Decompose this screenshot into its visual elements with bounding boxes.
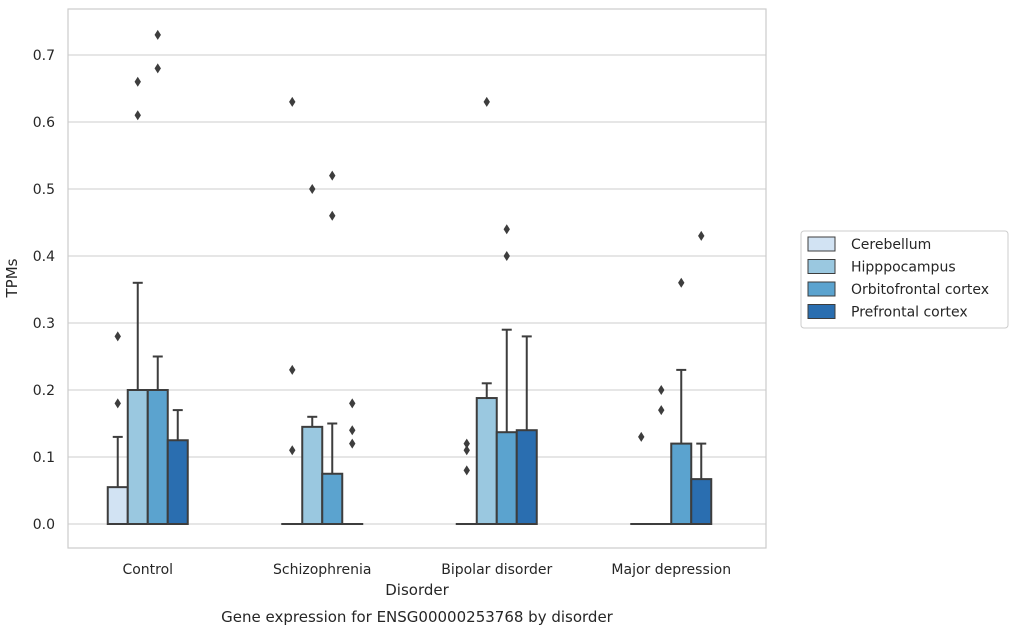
- outlier-point: [289, 364, 296, 375]
- outlier-point: [638, 431, 645, 442]
- x-tick-label: Bipolar disorder: [441, 562, 552, 578]
- outlier-point: [154, 29, 161, 40]
- outlier-point: [678, 277, 685, 288]
- x-axis-label: Disorder: [385, 581, 449, 599]
- outlier-point: [658, 385, 665, 395]
- outlier-point: [289, 96, 296, 107]
- x-tick-label: Major depression: [611, 562, 731, 578]
- x-tick-label: Schizophrenia: [273, 562, 371, 578]
- y-axis-label: TPMs: [3, 258, 21, 298]
- y-tick-labels: 0.0 0.1 0.2 0.3 0.4 0.5 0.6 0.7: [33, 48, 55, 533]
- y-tick-label: 0.2: [33, 383, 55, 399]
- outlier-point: [114, 398, 121, 409]
- box: [146, 389, 169, 525]
- chart-title: Gene expression for ENSG00000253768 by d…: [221, 608, 614, 626]
- outliers: [114, 29, 705, 476]
- y-tick-label: 0.3: [33, 316, 55, 332]
- box: [690, 478, 713, 525]
- y-tick-label: 0.4: [33, 249, 55, 265]
- box: [321, 472, 344, 525]
- box: [126, 389, 149, 525]
- legend-label: Prefrontal cortex: [851, 305, 968, 321]
- box: [495, 431, 518, 525]
- outlier-point: [349, 425, 356, 436]
- legend-frame: [800, 230, 1009, 329]
- outlier-point: [134, 110, 141, 121]
- x-tick-label: Control: [122, 562, 173, 578]
- box: [166, 439, 189, 525]
- outlier-point: [289, 445, 296, 456]
- outlier-point: [114, 331, 121, 342]
- boxes: [106, 281, 713, 526]
- legend-swatch: [807, 236, 836, 252]
- outlier-point: [463, 445, 470, 456]
- outlier-point: [329, 210, 336, 221]
- y-tick-label: 0.6: [33, 115, 55, 131]
- outlier-point: [503, 251, 510, 261]
- legend: Cerebellum Hipppocampus Orbitofrontal cort…: [800, 230, 1009, 329]
- legend-label: Orbitofrontal cortex: [851, 282, 989, 298]
- y-tick-label: 0.7: [33, 48, 55, 64]
- legend-label: Cerebellum: [851, 237, 931, 253]
- legend-swatch: [807, 259, 836, 274]
- outlier-point: [503, 224, 510, 235]
- box: [670, 442, 693, 526]
- outlier-point: [329, 170, 336, 181]
- outlier-point: [134, 76, 141, 87]
- outlier-point: [154, 63, 161, 74]
- box: [106, 486, 129, 525]
- legend-label: Hipppocampus: [851, 260, 956, 276]
- plot-frame: [67, 8, 767, 549]
- x-tick-labels: Control Schizophrenia Bipolar disorder Majo…: [122, 562, 731, 578]
- box: [301, 425, 324, 526]
- outlier-point: [309, 184, 316, 194]
- outlier-point: [698, 230, 705, 241]
- box: [475, 397, 498, 526]
- outlier-point: [658, 405, 665, 416]
- outlier-point: [463, 465, 470, 476]
- legend-swatch: [807, 304, 836, 319]
- outlier-point: [349, 438, 356, 449]
- y-tick-label: 0.1: [33, 450, 55, 466]
- y-tick-label: 0.0: [33, 517, 55, 533]
- outlier-point: [463, 438, 470, 449]
- outlier-point: [483, 96, 490, 107]
- outlier-point: [349, 398, 356, 409]
- box: [515, 429, 538, 526]
- legend-swatch: [807, 281, 836, 297]
- y-tick-label: 0.5: [33, 182, 55, 198]
